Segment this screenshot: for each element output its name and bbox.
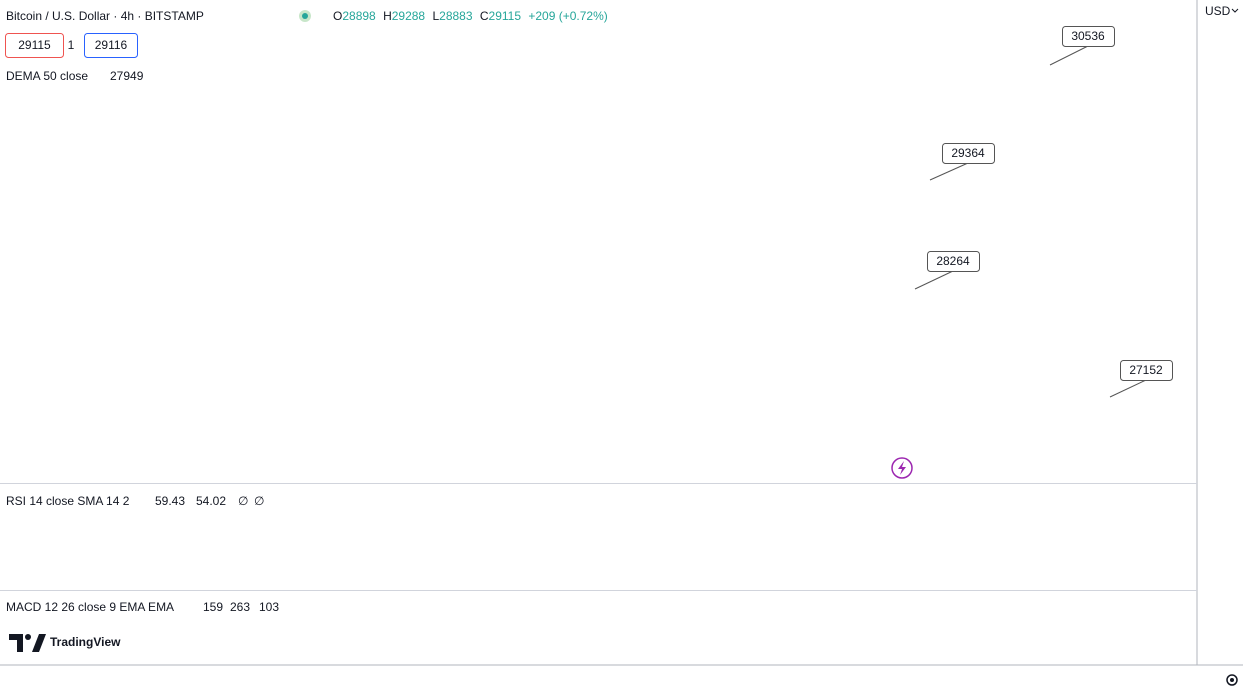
- brand-logo: TradingView: [9, 634, 121, 652]
- dema-legend-title: DEMA 50 close: [6, 69, 88, 83]
- callout-box[interactable]: [927, 251, 980, 272]
- ohlc-key: H: [383, 9, 392, 23]
- currency-label: USD: [1205, 4, 1231, 18]
- ohlc-key: L: [432, 9, 439, 23]
- macd-legend-hist: 159: [203, 600, 223, 614]
- market-status-dot: [302, 13, 308, 19]
- bid-price[interactable]: 29115: [18, 38, 51, 52]
- ohlc-key: C: [480, 9, 489, 23]
- symbol-title: Bitcoin / U.S. Dollar · 4h · BITSTAMP: [6, 9, 204, 23]
- bid-box[interactable]: [5, 33, 64, 58]
- rsi-legend-title: RSI 14 close SMA 14 2: [6, 494, 130, 508]
- macd-legend-title: MACD 12 26 close 9 EMA EMA: [6, 600, 174, 614]
- logo-mark: [32, 634, 46, 652]
- callout-box[interactable]: [1062, 26, 1115, 47]
- macd-legend-macd: 263: [230, 600, 250, 614]
- alert-bolt: [898, 461, 906, 475]
- ask-price[interactable]: 29116: [95, 38, 128, 52]
- callout-label[interactable]: 28264: [936, 254, 970, 268]
- change-label: +209 (+0.72%): [528, 9, 607, 23]
- callout-pointer: [1049, 45, 1089, 66]
- ohlc-legend: O28898 H29288 L28883 C29115 +209 (+0.72%…: [333, 9, 608, 23]
- callout-label[interactable]: 27152: [1129, 363, 1163, 377]
- callout-label[interactable]: 29364: [951, 146, 985, 160]
- callout-pointer: [1109, 379, 1147, 398]
- dema-legend-value: 27949: [110, 69, 144, 83]
- ohlc-value: 28883: [439, 9, 473, 23]
- rsi-legend-empty: ∅: [254, 494, 264, 508]
- ask-box[interactable]: [84, 33, 138, 58]
- price-axis-bg: [1197, 0, 1243, 690]
- rsi-legend-empty: ∅: [238, 494, 248, 508]
- callout-pointer: [914, 270, 954, 290]
- rsi-sma-legend-value: 54.02: [196, 494, 226, 508]
- settings-icon[interactable]: [1226, 674, 1238, 686]
- logo-mark: [9, 634, 23, 652]
- legend-layer: Bitcoin / U.S. Dollar · 4h · BITSTAMP O2…: [5, 9, 1238, 686]
- ohlc-value: 28898: [342, 9, 376, 23]
- settings-icon-center: [1230, 678, 1234, 682]
- callout-layer: 30536 29364 28264 27152: [914, 26, 1173, 398]
- callout-box[interactable]: [1120, 360, 1173, 381]
- spread: 1: [68, 38, 75, 52]
- macd-legend-signal: 103: [259, 600, 279, 614]
- ohlc-value: 29288: [392, 9, 426, 23]
- brand-name: TradingView: [50, 635, 121, 649]
- callout-label[interactable]: 30536: [1071, 29, 1105, 43]
- logo-dot: [25, 634, 31, 640]
- ohlc-key: O: [333, 9, 342, 23]
- currency-caret: [1231, 8, 1239, 13]
- callout-pointer: [929, 162, 969, 181]
- callout-box[interactable]: [942, 143, 995, 164]
- rsi-legend-value: 59.43: [155, 494, 185, 508]
- ohlc-value: 29115: [489, 9, 522, 23]
